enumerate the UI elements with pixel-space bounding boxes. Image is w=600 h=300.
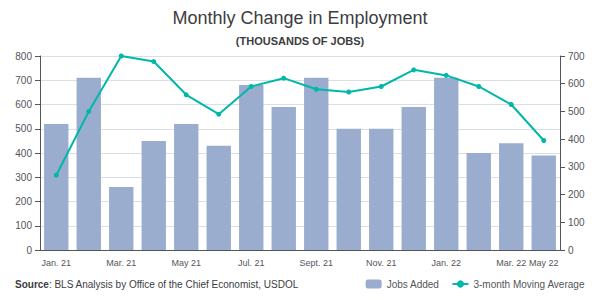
svg-text:(THOUSANDS OF JOBS): (THOUSANDS OF JOBS): [236, 35, 365, 47]
svg-text:Jobs Added: Jobs Added: [387, 279, 439, 290]
svg-text:Sept. 21: Sept. 21: [299, 258, 333, 268]
svg-text:100: 100: [15, 220, 32, 231]
svg-text:Nov. 21: Nov. 21: [366, 258, 396, 268]
svg-text:600: 600: [568, 78, 585, 89]
svg-text:Monthly Change in Employment: Monthly Change in Employment: [172, 8, 427, 28]
svg-text:400: 400: [568, 134, 585, 145]
svg-text:500: 500: [15, 123, 32, 134]
svg-text:200: 200: [568, 189, 585, 200]
svg-text:May 22: May 22: [529, 258, 559, 268]
svg-text:500: 500: [568, 106, 585, 117]
svg-text:Source: Source: [15, 279, 49, 290]
svg-text:Jan. 22: Jan. 22: [431, 258, 461, 268]
svg-text:0: 0: [568, 245, 574, 256]
svg-text:800: 800: [15, 51, 32, 62]
svg-text:3-month Moving Average: 3-month Moving Average: [473, 279, 584, 290]
svg-text:200: 200: [15, 196, 32, 207]
svg-text:May 21: May 21: [171, 258, 201, 268]
svg-text:600: 600: [15, 99, 32, 110]
svg-text:300: 300: [15, 172, 32, 183]
svg-text:Mar. 21: Mar. 21: [106, 258, 136, 268]
svg-text:300: 300: [568, 161, 585, 172]
svg-text:0: 0: [26, 245, 32, 256]
svg-text:700: 700: [15, 75, 32, 86]
svg-text:Mar. 22: Mar. 22: [496, 258, 526, 268]
svg-text:Jul. 21: Jul. 21: [238, 258, 265, 268]
svg-text:100: 100: [568, 217, 585, 228]
svg-text:400: 400: [15, 148, 32, 159]
svg-text:700: 700: [568, 51, 585, 62]
svg-text:Jan. 21: Jan. 21: [41, 258, 71, 268]
svg-text:: BLS Analysis by Office of th: : BLS Analysis by Office of the Chief Ec…: [49, 279, 299, 290]
